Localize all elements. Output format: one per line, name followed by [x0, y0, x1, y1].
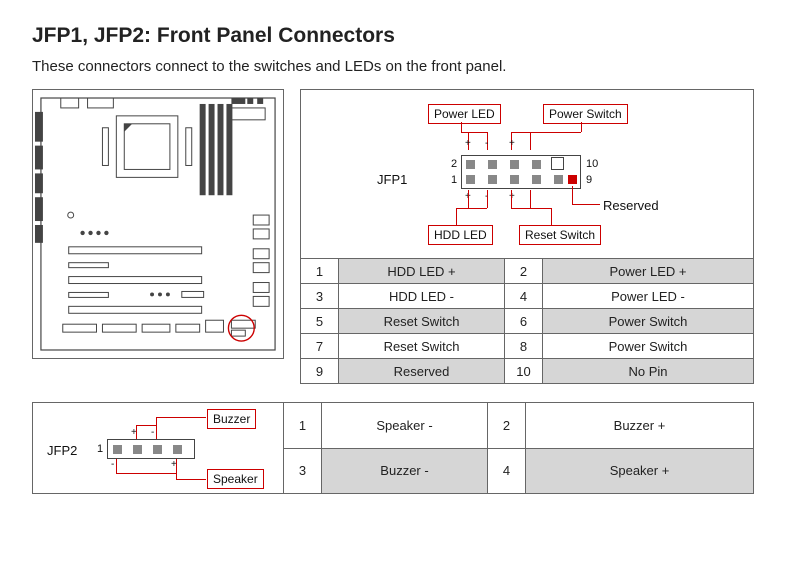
pin-num: 5 [301, 309, 339, 334]
row-2: JFP2 Buzzer Speaker 1 + - - + 1 Speaker … [32, 402, 754, 494]
pin-num: 2 [488, 403, 526, 449]
pin-name: Reserved [339, 359, 505, 384]
jfp2-diagram: JFP2 Buzzer Speaker 1 + - - + [32, 402, 284, 494]
minus-sym: - [111, 459, 114, 470]
motherboard-svg [33, 90, 283, 358]
jfp1-diagram: JFP1 Power LED Power Switch + - + 2 1 10… [300, 89, 754, 259]
pin-name: Power LED - [543, 284, 754, 309]
pin-num: 10 [505, 359, 543, 384]
pin-name: Buzzer + [526, 403, 754, 449]
pin-1-label: 1 [451, 174, 457, 186]
minus-sym: - [151, 427, 154, 438]
pin-num: 8 [505, 334, 543, 359]
table-row: 5 Reset Switch 6 Power Switch [301, 309, 754, 334]
pin-name: Buzzer - [322, 448, 488, 494]
pin-num: 3 [284, 448, 322, 494]
pin-name: Speaker - [322, 403, 488, 449]
pin-10-label: 10 [586, 158, 598, 170]
row-1: JFP1 Power LED Power Switch + - + 2 1 10… [32, 89, 754, 384]
plus-sym: + [465, 138, 471, 149]
power-switch-tag: Power Switch [543, 104, 628, 124]
jfp2-label: JFP2 [47, 443, 77, 458]
pin-name: Reset Switch [339, 309, 505, 334]
jfp1-column: JFP1 Power LED Power Switch + - + 2 1 10… [300, 89, 754, 384]
jfp2-pin-table: 1 Speaker - 2 Buzzer + 3 Buzzer - 4 Spea… [283, 402, 754, 494]
jfp1-label: JFP1 [377, 172, 407, 187]
table-row: 9 Reserved 10 No Pin [301, 359, 754, 384]
pin-num: 2 [505, 259, 543, 284]
power-led-tag: Power LED [428, 104, 501, 124]
pin-num: 4 [488, 448, 526, 494]
pin-name: Power LED + [543, 259, 754, 284]
reset-switch-tag: Reset Switch [519, 225, 601, 245]
hdd-led-tag: HDD LED [428, 225, 493, 245]
table-row: 3 HDD LED - 4 Power LED - [301, 284, 754, 309]
table-row: 1 Speaker - 2 Buzzer + [284, 403, 754, 449]
reserved-label: Reserved [603, 198, 659, 213]
pin-name: Reset Switch [339, 334, 505, 359]
minus-sym: - [485, 138, 488, 149]
speaker-tag: Speaker [207, 469, 264, 489]
pin-name: Power Switch [543, 334, 754, 359]
pin-num: 4 [505, 284, 543, 309]
pin-num: 6 [505, 309, 543, 334]
pin-num: 7 [301, 334, 339, 359]
pin-name: Power Switch [543, 309, 754, 334]
pin-name: HDD LED - [339, 284, 505, 309]
pin-num: 1 [301, 259, 339, 284]
pin-num: 9 [301, 359, 339, 384]
page-title: JFP1, JFP2: Front Panel Connectors [32, 24, 754, 48]
pin-num: 3 [301, 284, 339, 309]
pin-name: HDD LED + [339, 259, 505, 284]
motherboard-diagram [32, 89, 284, 359]
table-row: 1 HDD LED + 2 Power LED + [301, 259, 754, 284]
pin-name: No Pin [543, 359, 754, 384]
pin-name: Speaker + [526, 448, 754, 494]
pin-1-label: 1 [97, 443, 103, 455]
plus-sym: + [509, 138, 515, 149]
pin-2-label: 2 [451, 158, 457, 170]
page-subtitle: These connectors connect to the switches… [32, 58, 754, 75]
jfp1-pin-table: 1 HDD LED + 2 Power LED + 3 HDD LED - 4 … [300, 258, 754, 384]
pin-9-label: 9 [586, 174, 592, 186]
pin-num: 1 [284, 403, 322, 449]
table-row: 3 Buzzer - 4 Speaker + [284, 448, 754, 494]
table-row: 7 Reset Switch 8 Power Switch [301, 334, 754, 359]
buzzer-tag: Buzzer [207, 409, 256, 429]
